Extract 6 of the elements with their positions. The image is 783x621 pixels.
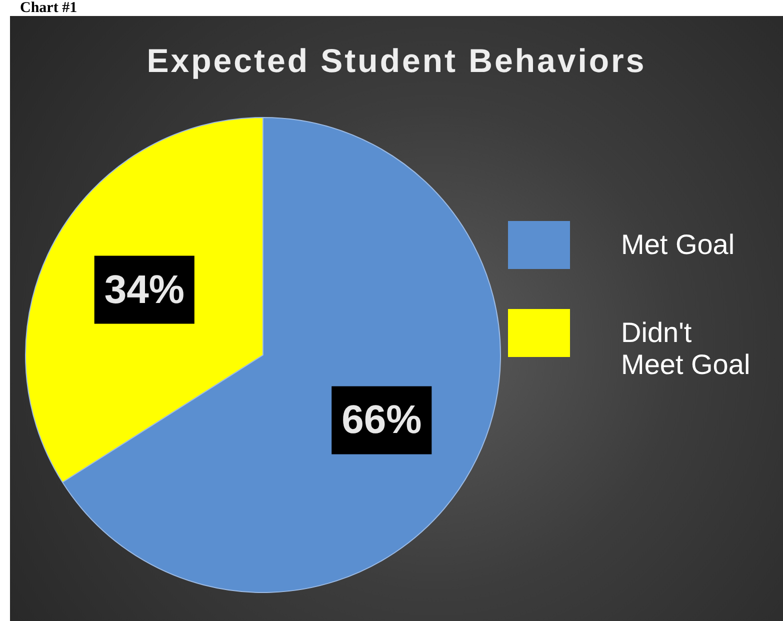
legend-label: Didn't Meet Goal bbox=[621, 316, 752, 381]
slice-label: Met Goal bbox=[621, 228, 736, 261]
data-label: 66% bbox=[342, 398, 422, 442]
text: Chart #1 bbox=[20, 0, 78, 16]
data-label: 34% bbox=[104, 268, 184, 312]
chart-title: Expected Student Behaviors bbox=[146, 42, 648, 80]
